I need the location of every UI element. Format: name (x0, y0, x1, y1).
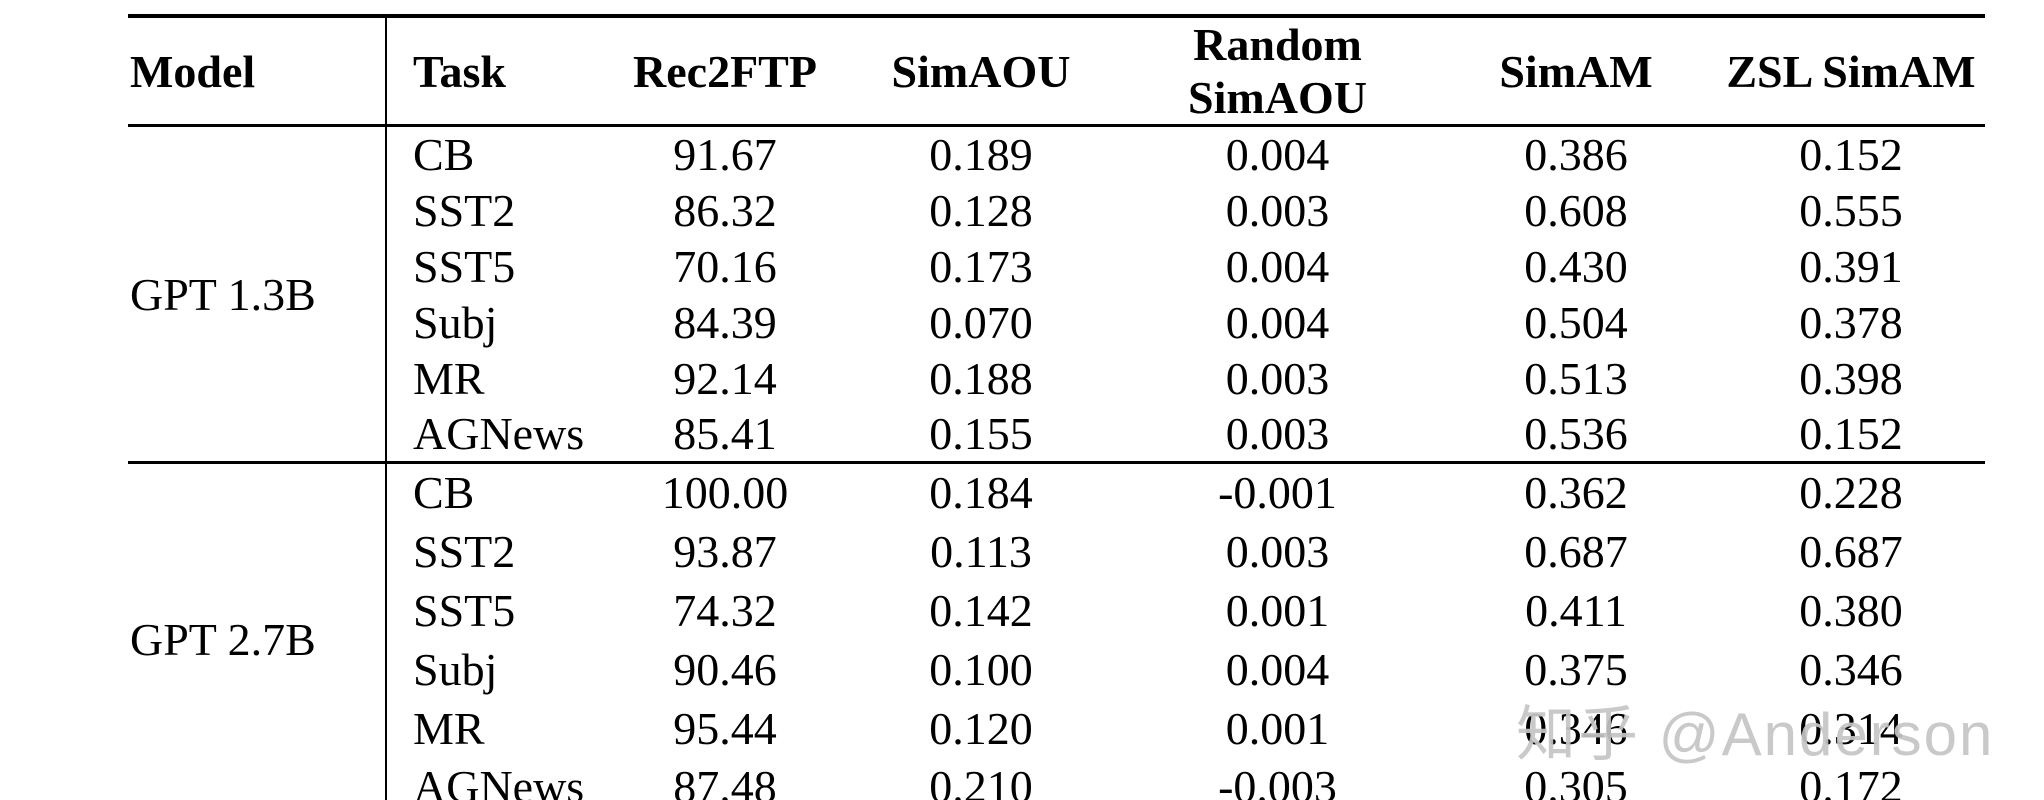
table-header: Model Task Rec2FTP SimAOU Random SimAOU … (128, 16, 1985, 127)
value-cell: 0.687 (1524, 525, 1628, 577)
table-row: SST2 93.87 0.113 0.003 0.687 0.687 (128, 522, 1985, 581)
col-header-zsl-simam: ZSL SimAM (1717, 16, 1985, 127)
table-row: Subj 90.46 0.100 0.004 0.375 0.346 (128, 640, 1985, 699)
value-cell: 0.003 (1225, 184, 1330, 236)
value-cell: 0.003 (1225, 408, 1330, 459)
table-row: Subj 84.39 0.070 0.004 0.504 0.378 (128, 294, 1985, 350)
table-row: GPT 1.3B CB 91.67 0.189 0.004 0.386 0.15… (128, 125, 1985, 463)
model-label: GPT 1.3B (128, 125, 387, 463)
value-cell: 0.536 (1524, 408, 1628, 459)
value-cell: 95.44 (673, 702, 777, 754)
table-row: SST2 86.32 0.128 0.003 0.608 0.555 (128, 182, 1985, 238)
col-header-rec2ftp: Rec2FTP (608, 16, 842, 127)
value-cell: 0.210 (929, 760, 1033, 800)
group-gpt-2-7b: GPT 2.7B CB 100.00 0.184 -0.001 0.362 0.… (128, 461, 1985, 800)
value-cell: 92.14 (673, 352, 777, 404)
value-cell: 90.46 (673, 643, 777, 695)
value-cell: 0.152 (1799, 408, 1903, 459)
value-cell: 0.386 (1524, 129, 1628, 180)
col-header-random-simaou: Random SimAOU (1120, 16, 1435, 127)
value-cell: 0.314 (1799, 702, 1903, 754)
value-cell: 0.380 (1799, 584, 1903, 636)
model-label: GPT 2.7B (128, 461, 387, 800)
table-row: AGNews 85.41 0.155 0.003 0.536 0.152 (128, 406, 1985, 463)
value-cell: 0.346 (1524, 702, 1628, 754)
col-header-simam: SimAM (1435, 16, 1717, 127)
value-cell: 0.001 (1225, 702, 1330, 754)
value-cell: 0.003 (1225, 352, 1330, 404)
table-row: AGNews 87.48 0.210 -0.003 0.305 0.172 (128, 758, 1985, 800)
col-header-simaou: SimAOU (842, 16, 1120, 127)
value-cell: 86.32 (673, 184, 777, 236)
task-cell: MR (413, 352, 485, 404)
value-cell: 85.41 (673, 408, 777, 459)
value-cell: 0.430 (1524, 240, 1628, 292)
group-gpt-1-3b: GPT 1.3B CB 91.67 0.189 0.004 0.386 0.15… (128, 125, 1985, 463)
value-cell: 0.004 (1225, 129, 1330, 180)
value-cell: 0.113 (930, 525, 1032, 577)
value-cell: 0.172 (1799, 760, 1903, 800)
value-cell: 0.152 (1799, 129, 1903, 180)
col-header-task: Task (386, 16, 608, 127)
value-cell: 0.228 (1717, 461, 1985, 522)
value-cell: -0.003 (1218, 760, 1337, 800)
task-cell: Subj (413, 643, 498, 695)
header-row: Model Task Rec2FTP SimAOU Random SimAOU … (128, 16, 1985, 127)
table-row: MR 95.44 0.120 0.001 0.346 0.314 (128, 699, 1985, 758)
value-cell: 91.67 (673, 129, 777, 180)
col-header-model: Model (128, 16, 387, 127)
task-cell: SST2 (413, 525, 516, 577)
value-cell: 93.87 (673, 525, 777, 577)
value-cell: 0.555 (1799, 184, 1903, 236)
task-cell: Subj (413, 296, 498, 348)
task-cell: SST5 (413, 240, 516, 292)
task-cell: MR (413, 702, 485, 754)
value-cell: 0.189 (929, 129, 1033, 180)
value-cell: 0.128 (929, 184, 1033, 236)
table-row: SST5 74.32 0.142 0.001 0.411 0.380 (128, 581, 1985, 640)
value-cell: 0.003 (1225, 525, 1330, 577)
value-cell: 0.155 (929, 408, 1033, 459)
value-cell: 84.39 (673, 296, 777, 348)
table-row: GPT 2.7B CB 100.00 0.184 -0.001 0.362 0.… (128, 461, 1985, 800)
value-cell: 0.411 (1525, 584, 1627, 636)
value-cell: -0.001 (1120, 461, 1435, 522)
value-cell: 87.48 (673, 760, 777, 800)
results-table: Model Task Rec2FTP SimAOU Random SimAOU … (128, 14, 1985, 800)
value-cell: 70.16 (673, 240, 777, 292)
table-row: MR 92.14 0.188 0.003 0.513 0.398 (128, 350, 1985, 406)
task-cell: SST2 (413, 184, 516, 236)
value-cell: 0.398 (1799, 352, 1903, 404)
value-cell: 74.32 (673, 584, 777, 636)
value-cell: 0.120 (929, 702, 1033, 754)
value-cell: 0.004 (1225, 240, 1330, 292)
value-cell: 0.184 (842, 461, 1120, 522)
value-cell: 0.504 (1524, 296, 1628, 348)
value-cell: 0.305 (1524, 760, 1628, 800)
value-cell: 0.001 (1225, 584, 1330, 636)
value-cell: 0.608 (1524, 184, 1628, 236)
task-cell: SST5 (413, 584, 516, 636)
value-cell: 0.070 (929, 296, 1033, 348)
value-cell: 0.346 (1799, 643, 1903, 695)
value-cell: 0.004 (1225, 643, 1330, 695)
value-cell: 0.362 (1435, 461, 1717, 522)
task-cell: CB (413, 129, 475, 180)
value-cell: 0.173 (929, 240, 1033, 292)
value-cell: 0.687 (1799, 525, 1903, 577)
value-cell: 0.142 (929, 584, 1033, 636)
value-cell: 100.00 (608, 461, 842, 522)
value-cell: 0.513 (1524, 352, 1628, 404)
task-cell: CB (386, 461, 608, 522)
task-cell: AGNews (413, 760, 585, 800)
value-cell: 0.391 (1799, 240, 1903, 292)
task-cell: AGNews (413, 408, 585, 459)
value-cell: 0.004 (1225, 296, 1330, 348)
value-cell: 0.375 (1524, 643, 1628, 695)
value-cell: 0.378 (1799, 296, 1903, 348)
value-cell: 0.100 (929, 643, 1033, 695)
table-row: SST5 70.16 0.173 0.004 0.430 0.391 (128, 238, 1985, 294)
value-cell: 0.188 (929, 352, 1033, 404)
